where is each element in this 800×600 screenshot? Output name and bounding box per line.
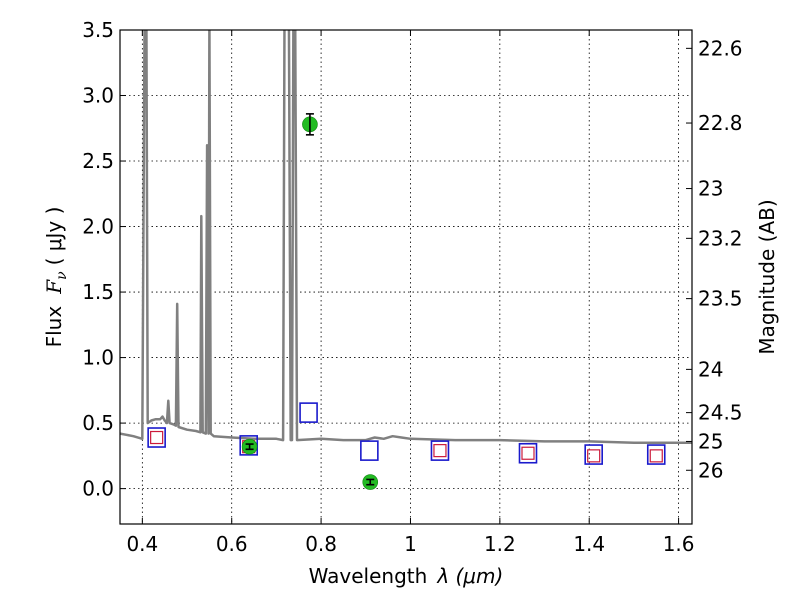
- y-tick-label: 1.5: [82, 280, 114, 304]
- x-axis-label-text: Wavelength: [309, 564, 428, 588]
- y-tick-label: 2.5: [82, 149, 114, 173]
- y2-tick-label: 24.5: [698, 401, 743, 425]
- y-tick-label: 3.5: [82, 18, 114, 42]
- model-photometry-square: [299, 402, 318, 423]
- x-axis-label: Wavelength λ (μm): [309, 564, 504, 588]
- x-tick-label: 1.2: [484, 532, 516, 556]
- y2-tick-label: 26: [698, 458, 723, 482]
- y-axis-label-symbol: F: [42, 279, 66, 295]
- model-photometry-square: [646, 444, 666, 465]
- secondary-photometry-square: [433, 444, 447, 458]
- y2-tick-label: 22.6: [698, 36, 743, 60]
- y2-tick-label: 23.2: [698, 226, 743, 250]
- y2-tick-label: 25: [698, 429, 723, 453]
- y-tick-label: 1.0: [82, 346, 114, 370]
- secondary-photometry-square: [587, 449, 601, 463]
- x-tick-label: 0.6: [216, 532, 248, 556]
- model-photometry-square: [360, 440, 379, 461]
- x-tick-label: 1.6: [663, 532, 695, 556]
- model-spectrum-line: [120, 30, 692, 445]
- y-axis-label: Flux Fν ( μJy ): [42, 207, 70, 348]
- plot-frame: [119, 29, 693, 525]
- y2-tick-label: 24: [698, 357, 723, 381]
- x-tick-label: 1.4: [573, 532, 605, 556]
- y2-tick-label: 23: [698, 177, 723, 201]
- photometry-markers-layer: [147, 113, 666, 490]
- y2-axis-label: Magnitude (AB): [755, 199, 779, 354]
- grid: [120, 29, 692, 524]
- x-tick-label: 0.8: [305, 532, 337, 556]
- y2-tick-label: 23.5: [698, 287, 743, 311]
- secondary-photometry-square: [649, 449, 663, 463]
- secondary-photometry-square: [521, 446, 535, 460]
- secondary-photometry-square: [150, 430, 164, 445]
- x-axis-label-symbol: λ (μm): [436, 564, 503, 588]
- y-axis-label-unit: ( μJy ): [42, 207, 66, 266]
- x-tick-label: 1: [404, 532, 417, 556]
- y-tick-label: 0.5: [82, 411, 114, 435]
- y-tick-label: 0.0: [82, 477, 114, 501]
- y-axis-label-subscript: ν: [54, 271, 70, 280]
- y-axis-label-text: Flux: [42, 306, 66, 348]
- model-photometry-square: [430, 440, 450, 461]
- y2-tick-label: 22.8: [698, 111, 743, 135]
- model-photometry-square: [518, 442, 538, 464]
- y-tick-label: 3.0: [82, 84, 114, 108]
- model-photometry-square: [584, 444, 603, 465]
- y-tick-label: 2.0: [82, 215, 114, 239]
- model-spectrum-layer: [120, 30, 692, 445]
- axis-ticks: 0.4 0.6 0.8 1 1.2 1.4 1.6 0.0 0.5 1.0 1.5 2.0 2.5 3.0…: [82, 18, 742, 556]
- model-photometry-square: [147, 427, 166, 448]
- x-tick-label: 0.4: [126, 532, 158, 556]
